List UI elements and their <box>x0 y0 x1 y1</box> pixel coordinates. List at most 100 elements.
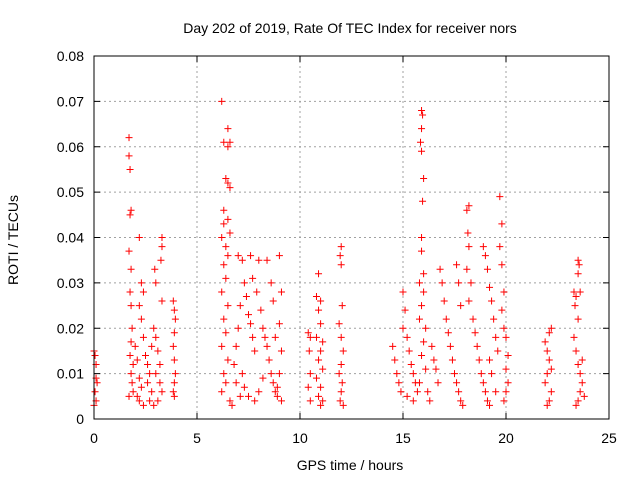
data-point <box>420 338 428 346</box>
data-point <box>483 265 491 273</box>
data-point <box>263 342 271 350</box>
x-tick-label: 25 <box>601 430 617 446</box>
data-point <box>261 333 269 341</box>
data-point <box>473 342 481 350</box>
data-point <box>224 252 232 260</box>
data-point <box>486 401 494 409</box>
data-point <box>269 379 277 387</box>
data-point <box>418 302 426 310</box>
data-point <box>413 388 421 396</box>
data-point <box>430 356 438 364</box>
data-point <box>263 256 271 264</box>
data-point <box>171 370 179 378</box>
axis-ticks <box>93 55 610 420</box>
data-point <box>415 279 423 287</box>
data-point <box>93 379 101 387</box>
data-points <box>90 97 588 409</box>
data-point <box>218 97 226 105</box>
data-point <box>220 370 228 378</box>
data-point <box>336 397 344 405</box>
data-point <box>572 347 580 355</box>
data-point <box>547 388 555 396</box>
data-point <box>146 397 154 405</box>
x-tick-label: 20 <box>498 430 514 446</box>
data-point <box>125 134 133 142</box>
data-point <box>415 379 423 387</box>
data-point <box>494 347 502 355</box>
data-point <box>453 379 461 387</box>
data-point <box>475 356 483 364</box>
data-point <box>126 288 134 296</box>
data-point <box>129 388 137 396</box>
data-point <box>222 243 230 251</box>
data-point <box>133 356 141 364</box>
data-point <box>218 288 226 296</box>
data-point <box>234 324 242 332</box>
x-tick-label: 10 <box>292 430 308 446</box>
data-point <box>317 297 325 305</box>
y-tick-label: 0.03 <box>57 275 84 291</box>
data-point <box>465 297 473 305</box>
data-point <box>399 288 407 296</box>
data-point <box>496 243 504 251</box>
data-point <box>226 397 234 405</box>
data-point <box>133 392 141 400</box>
data-point <box>420 175 428 183</box>
data-point <box>224 125 232 133</box>
data-point <box>259 374 267 382</box>
data-point <box>154 397 162 405</box>
data-point <box>137 315 145 323</box>
data-point <box>142 351 149 359</box>
data-point <box>337 388 345 396</box>
data-point <box>442 315 450 323</box>
data-point <box>156 379 164 387</box>
data-point <box>218 234 226 241</box>
data-point <box>251 397 259 405</box>
data-point <box>339 401 347 409</box>
data-point <box>545 356 553 364</box>
data-point <box>338 302 346 310</box>
data-point <box>152 333 160 341</box>
data-point <box>91 388 99 396</box>
data-point <box>315 392 323 400</box>
data-point <box>306 370 314 378</box>
data-point <box>574 270 582 278</box>
data-point <box>574 315 582 323</box>
data-point <box>152 370 160 378</box>
data-point <box>457 397 465 405</box>
data-point <box>222 274 230 282</box>
data-point <box>148 388 156 396</box>
data-point <box>481 388 489 396</box>
data-point <box>486 283 494 291</box>
data-point <box>170 306 178 314</box>
data-point <box>222 329 230 337</box>
data-point <box>455 388 463 396</box>
data-point <box>403 333 411 341</box>
data-point <box>127 206 135 214</box>
data-point <box>319 338 327 346</box>
data-point <box>275 370 283 378</box>
y-tick-label: 0.08 <box>57 48 84 64</box>
data-point <box>576 388 584 396</box>
data-point <box>407 361 415 369</box>
data-point <box>315 306 323 314</box>
data-point <box>253 288 261 296</box>
data-point <box>571 302 579 310</box>
data-point <box>500 397 508 405</box>
data-point <box>224 143 232 151</box>
data-point <box>337 261 345 269</box>
data-point <box>399 324 407 332</box>
data-point <box>249 333 257 341</box>
data-point <box>469 315 477 323</box>
data-point <box>249 274 257 282</box>
data-point <box>226 229 234 237</box>
data-point <box>312 333 320 341</box>
data-point <box>158 297 166 305</box>
data-point <box>337 361 345 369</box>
data-point <box>259 324 267 332</box>
data-point <box>578 379 586 387</box>
data-point <box>465 202 473 210</box>
data-point <box>418 125 426 133</box>
data-point <box>131 342 139 350</box>
